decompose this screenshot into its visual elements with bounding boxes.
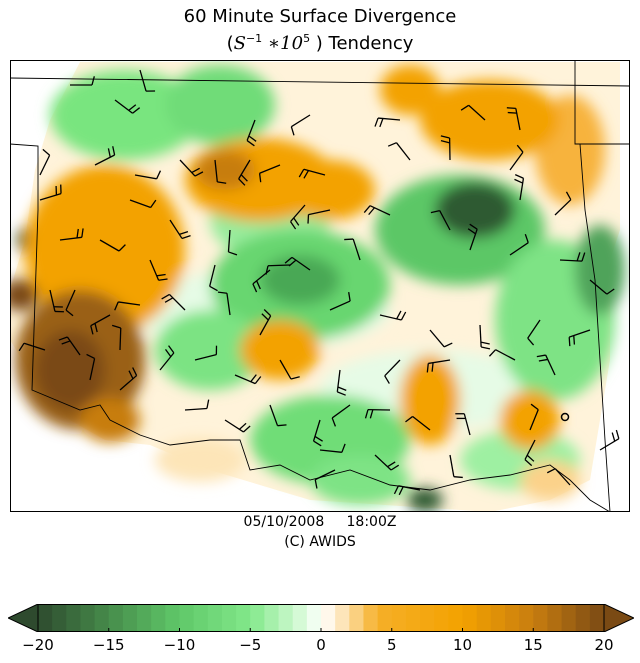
map-title: 60 Minute Surface Divergence [183,6,457,27]
divergence-map [10,60,630,512]
divergence-central [240,320,320,380]
colorbar-tick-label: −5 [239,636,262,654]
colorbar-tick-label: 10 [452,636,473,654]
colorbar-tick-label: 20 [594,636,614,654]
colorbar-tick-label: 0 [316,636,326,654]
timestamp: 05/10/2008 18:00Z [0,514,640,530]
colorbar-tick-label: −15 [92,636,125,654]
state-boundaries [10,60,630,512]
colorbar-tick-label: −10 [163,636,196,654]
time-label: 18:00Z [346,514,397,530]
colorbar-tick-label: 5 [386,636,397,654]
station-marker [560,412,570,422]
convergence-north [50,70,200,160]
date-label: 05/10/2008 [243,514,325,530]
colorbar-tick-label: −20 [22,636,54,654]
wind-barbs [18,69,620,496]
colorbar-tick-label: 15 [523,636,543,654]
map-subtitle: (S−1 ∗105 ) Tendency [226,32,414,54]
colorbar [8,604,634,632]
credit-label: (C) AWIDS [284,534,356,550]
